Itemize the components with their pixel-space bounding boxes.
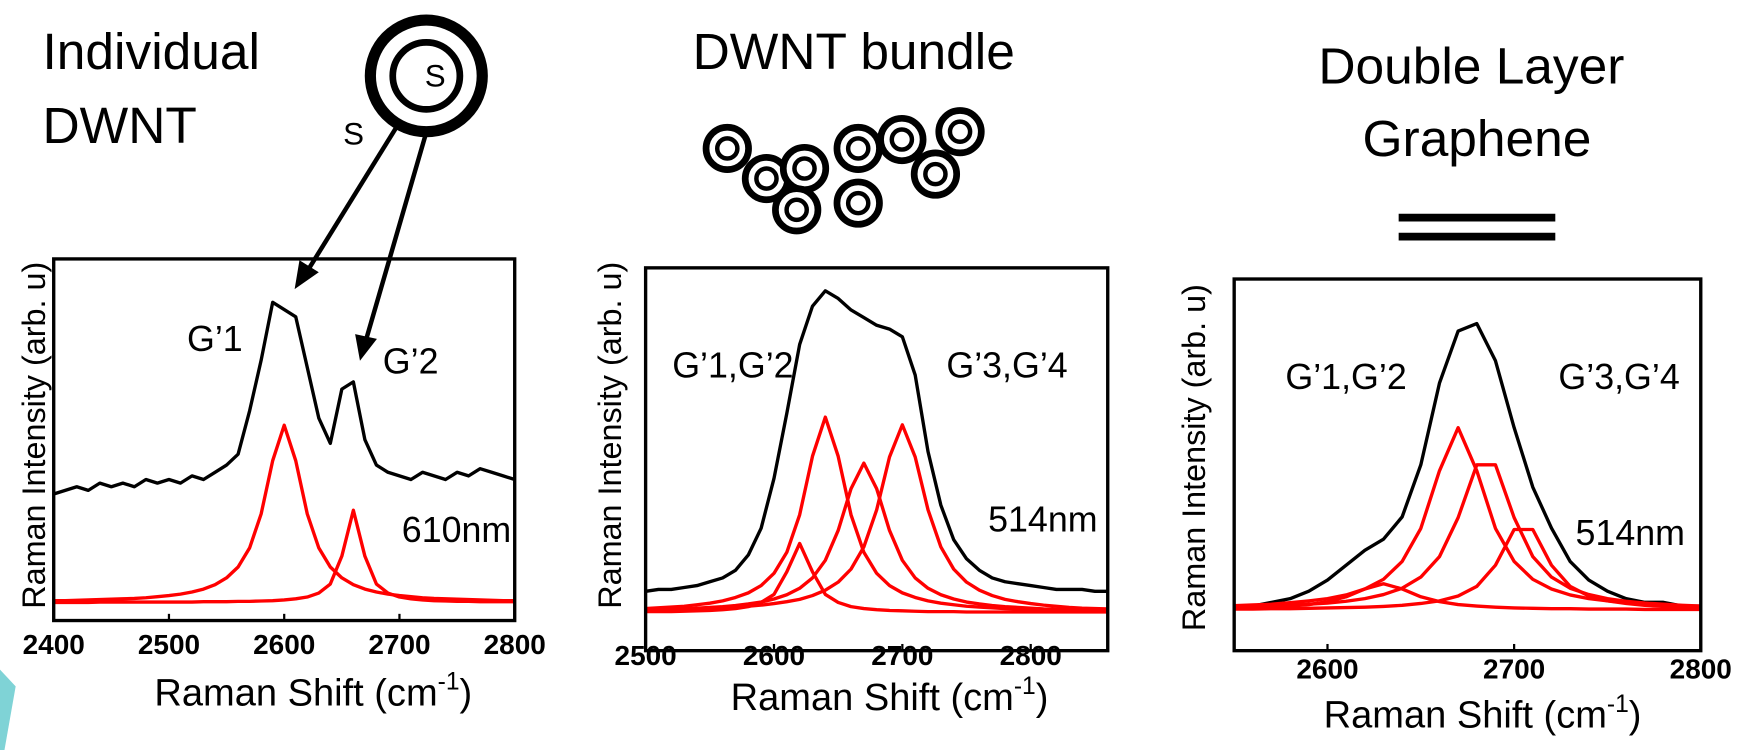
chart-title: Double Layer — [1318, 37, 1624, 95]
x-axis-label-text: Raman Shift (cm — [1324, 695, 1607, 737]
annotation: S — [343, 116, 364, 151]
x-tick-label: 2700 — [1483, 654, 1545, 685]
chart-title: Individual — [43, 22, 260, 80]
annotation: 610nm — [402, 510, 511, 550]
x-axis-label-sup: -1 — [1014, 673, 1036, 700]
x-tick-label: 2800 — [484, 629, 546, 660]
dwnt-schematic — [294, 14, 488, 361]
x-tick-label: 2800 — [1000, 640, 1062, 671]
annotation: S — [425, 58, 446, 93]
chart: DWNT bundle 2500 2600 2700 2800 Raman Intensi… — [592, 22, 1110, 719]
annotation: G’1,G’2 — [1285, 357, 1406, 397]
x-axis-label-sup: -1 — [1607, 691, 1629, 718]
spectrum-line — [53, 300, 516, 496]
x-axis-label-end: ) — [460, 672, 473, 714]
annotation: G’1 — [187, 319, 243, 359]
y-axis-label: Raman Intensity (arb. u) — [1176, 284, 1212, 631]
annotation: 514nm — [988, 500, 1097, 540]
x-axis-label: Raman Shift (cm-1) — [1324, 691, 1642, 737]
annotation: 514nm — [1576, 513, 1685, 553]
x-tick-label: 2700 — [368, 629, 430, 660]
spectrum-line — [1234, 463, 1701, 609]
x-axis-label: Raman Shift (cm-1) — [154, 669, 472, 715]
spectrum-line — [53, 508, 515, 605]
x-axis-label: Raman Shift (cm-1) — [731, 673, 1049, 719]
spectrum-line — [53, 423, 515, 603]
annotation: G’2 — [383, 341, 439, 381]
spectrum-line — [645, 423, 1108, 612]
chart: Individual DWNT 2400 2500 2600 2700 2800 Raman … — [16, 22, 546, 714]
annotation: G’3,G’4 — [946, 346, 1067, 386]
x-tick-label: 2500 — [615, 640, 677, 671]
annotation: G’1,G’2 — [672, 346, 793, 386]
plot-frame — [643, 266, 1110, 653]
x-axis-label-end: ) — [1629, 695, 1642, 737]
y-axis-label: Raman Intensity (arb. u) — [592, 262, 628, 609]
bundle-schematic — [702, 107, 985, 235]
x-axis-label-text: Raman Shift (cm — [154, 672, 437, 714]
x-tick-label: 2600 — [253, 629, 315, 660]
x-axis-label-text: Raman Shift (cm — [731, 677, 1014, 719]
chart-title: DWNT bundle — [693, 22, 1015, 80]
x-tick-label: 2700 — [871, 640, 933, 671]
plot-frame — [1232, 277, 1703, 653]
plot-frame — [52, 257, 517, 623]
spectrum-line — [1234, 527, 1701, 611]
y-axis-label: Raman Intensity (arb. u) — [16, 262, 52, 609]
x-axis-label-sup: -1 — [438, 669, 460, 696]
x-tick-label: 2500 — [138, 629, 200, 660]
x-tick-label: 2600 — [1296, 654, 1358, 685]
x-tick-label: 2400 — [23, 629, 85, 660]
graphene-schematic — [1398, 213, 1556, 241]
decor-stripe — [0, 669, 16, 750]
annotation: G’3,G’4 — [1558, 357, 1679, 397]
x-tick-label: 2600 — [743, 640, 805, 671]
chart-title: Graphene — [1363, 109, 1592, 167]
chart: Double Layer Graphene 2600 2700 2800 Raman In… — [1176, 37, 1732, 737]
spectrum-line — [645, 289, 1108, 594]
x-tick-label: 2800 — [1670, 654, 1732, 685]
spectrum-line — [1234, 321, 1701, 608]
chart-title: DWNT — [43, 96, 197, 154]
x-axis-label-end: ) — [1036, 677, 1049, 719]
